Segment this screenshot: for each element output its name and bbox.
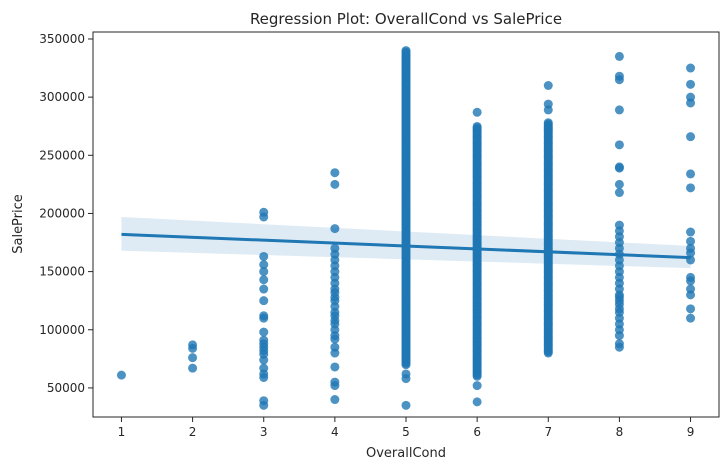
scatter-point — [614, 339, 624, 349]
plot-area — [116, 46, 696, 410]
x-tick-label: 6 — [473, 425, 481, 439]
scatter-point — [686, 169, 696, 179]
scatter-point — [472, 397, 482, 407]
scatter-point — [330, 224, 340, 234]
scatter-point — [472, 107, 482, 117]
scatter-point — [330, 168, 340, 178]
scatter-point — [686, 272, 696, 282]
scatter-point — [686, 79, 696, 89]
x-tick-label: 2 — [189, 425, 197, 439]
scatter-point — [686, 227, 696, 237]
scatter-point — [330, 362, 340, 372]
scatter-point — [686, 236, 696, 246]
scatter-point — [330, 243, 340, 253]
scatter-point — [259, 251, 269, 261]
scatter-point — [401, 46, 411, 56]
scatter-point — [543, 118, 553, 128]
scatter-point — [259, 284, 269, 294]
scatter-point — [614, 51, 624, 61]
y-tick-label: 50000 — [47, 381, 85, 395]
x-tick-label: 1 — [118, 425, 126, 439]
scatter-point — [686, 63, 696, 73]
y-tick-label: 250000 — [39, 148, 85, 162]
scatter-point — [686, 313, 696, 323]
scatter-point — [614, 162, 624, 172]
scatter-point — [330, 179, 340, 189]
regression-line — [121, 232, 691, 260]
scatter-point — [188, 363, 198, 373]
scatter-point — [614, 140, 624, 150]
scatter-point — [401, 369, 411, 379]
scatter-point — [259, 275, 269, 285]
scatter-point — [188, 353, 198, 363]
y-tick-label: 100000 — [39, 323, 85, 337]
scatter-point — [543, 81, 553, 91]
scatter-point — [686, 284, 696, 294]
x-axis: 1 2 3 4 5 6 7 8 9 — [118, 417, 695, 439]
scatter-point — [259, 311, 269, 321]
scatter-point — [543, 105, 553, 115]
x-tick-label: 5 — [402, 425, 410, 439]
x-tick-label: 7 — [544, 425, 552, 439]
confidence-band — [121, 216, 691, 269]
x-tick-label: 9 — [687, 425, 695, 439]
scatter-point — [614, 179, 624, 189]
scatter-point — [259, 296, 269, 306]
y-tick-label: 300000 — [39, 90, 85, 104]
y-tick-label: 350000 — [39, 32, 85, 46]
scatter-point — [259, 396, 269, 406]
scatter-point — [259, 363, 269, 373]
y-tick-label: 200000 — [39, 206, 85, 220]
scatter-point — [614, 220, 624, 230]
scatter-point — [259, 260, 269, 270]
scatter-point — [686, 304, 696, 314]
scatter-point — [686, 132, 696, 142]
scatter-point — [686, 92, 696, 102]
scatter-point — [472, 381, 482, 391]
y-tick-label: 150000 — [39, 265, 85, 279]
scatter-point — [614, 188, 624, 198]
scatter-point — [330, 377, 340, 387]
scatter-point — [330, 395, 340, 405]
x-tick-label: 4 — [331, 425, 339, 439]
scatter-points — [116, 46, 696, 410]
scatter-point — [259, 207, 269, 217]
y-axis-title: SalePrice — [11, 194, 26, 254]
scatter-point — [188, 340, 198, 350]
x-tick-label: 8 — [616, 425, 624, 439]
scatter-point — [259, 335, 269, 345]
scatter-point — [401, 400, 411, 410]
scatter-point — [259, 327, 269, 337]
scatter-point — [614, 105, 624, 115]
scatter-point — [259, 267, 269, 277]
scatter-point — [686, 183, 696, 193]
x-axis-title: OverallCond — [366, 446, 446, 461]
scatter-point — [686, 243, 696, 253]
scatter-point — [116, 370, 126, 380]
chart-title: Regression Plot: OverallCond vs SalePric… — [250, 10, 562, 28]
x-tick-label: 3 — [260, 425, 268, 439]
y-axis: 50000 100000 150000 200000 250000 300000 35000… — [39, 32, 93, 395]
scatter-point — [330, 342, 340, 352]
scatter-point — [614, 71, 624, 81]
scatter-point — [472, 121, 482, 131]
